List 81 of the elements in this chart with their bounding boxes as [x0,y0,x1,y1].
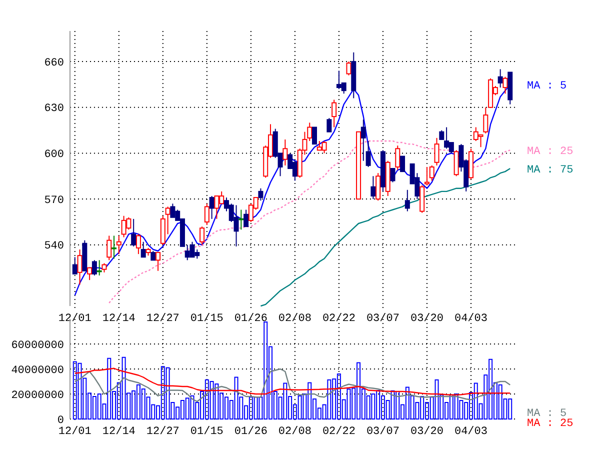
x-tick-label: 03/20 [410,426,444,438]
candlestick [307,122,312,142]
series-label: MA : 75 [527,164,574,176]
y-tick-label: 660 [44,57,64,70]
y-tick-label: 60000000 [11,340,64,352]
x-tick-label: 12/14 [102,426,136,438]
candlestick [77,248,82,286]
text: MA : 5 [527,408,567,420]
x-tick-label: 12/27 [146,313,180,325]
candlestick [312,126,318,145]
x-tick-label: 01/15 [190,426,224,438]
y-tick-label: 40000000 [11,364,64,377]
candlestick [102,262,107,273]
candlestick [112,235,117,260]
candlestick [483,106,488,134]
y-tick-label: 600 [44,149,64,162]
x-tick-label: 02/22 [322,426,356,438]
candlestick [204,203,210,226]
candlestick [424,166,430,186]
candlestick [454,150,459,177]
candlestick [209,196,214,220]
line-series [108,140,511,304]
candlestick [140,241,146,258]
x-tick-label: 12/27 [146,426,180,438]
y-tick-label: 540 [44,240,64,253]
candlestick [434,137,440,166]
x-tick-label: 03/07 [366,313,400,325]
candlestick [439,130,444,140]
y-tick-label: 630 [44,103,64,116]
series-label: MA : 5 [527,80,567,92]
line-series [74,368,511,402]
candlestick [258,188,264,202]
candlestick [156,252,161,272]
y-tick-label: 570 [44,194,64,207]
x-tick-label: 04/03 [454,426,488,438]
x-tick-label: 03/20 [410,313,444,325]
line-series [74,368,511,396]
candlestick [326,118,332,132]
x-tick-label: 02/08 [278,426,312,438]
candlestick [87,267,92,281]
candlestick [116,235,122,255]
candlestick [404,189,410,212]
candlestick [395,145,400,171]
x-tick-label: 12/01 [58,313,92,325]
candlestick [502,76,508,94]
candlestick [72,256,78,274]
x-tick-label: 01/26 [234,313,268,325]
candlestick [106,235,112,261]
x-tick-label: 12/01 [58,426,92,438]
candlestick [390,168,396,183]
candlestick [376,172,381,202]
x-tick-label: 04/03 [454,313,488,325]
candlestick [282,138,288,166]
candlestick [360,119,366,162]
series-label: MA : 25 [527,146,574,158]
candlestick [400,156,406,172]
x-tick-label: 03/07 [366,426,400,438]
x-tick-label: 01/26 [234,426,268,438]
candlestick [498,68,503,88]
text: MA : 25 [527,418,574,430]
candlestick [332,99,337,128]
candlestick [370,176,376,200]
y-tick-label: 20000000 [11,390,64,402]
candlestick [429,164,434,182]
candlestick [346,61,352,76]
candlestick [96,260,102,276]
x-tick-label: 12/14 [102,313,136,325]
x-tick-label: 02/22 [322,313,356,325]
candlestick [244,209,249,228]
x-tick-label: 02/08 [278,313,312,325]
candlestick [366,140,371,168]
line-series [260,168,511,307]
y-tick-label: 0 [57,414,64,427]
candlestick [136,234,141,255]
x-tick-label: 01/15 [190,313,224,325]
candlestick [150,250,156,261]
candlestick [165,206,170,235]
candlestick [92,260,97,276]
candlestick [131,218,136,247]
candlestick [238,209,244,230]
candlestick [200,226,205,246]
